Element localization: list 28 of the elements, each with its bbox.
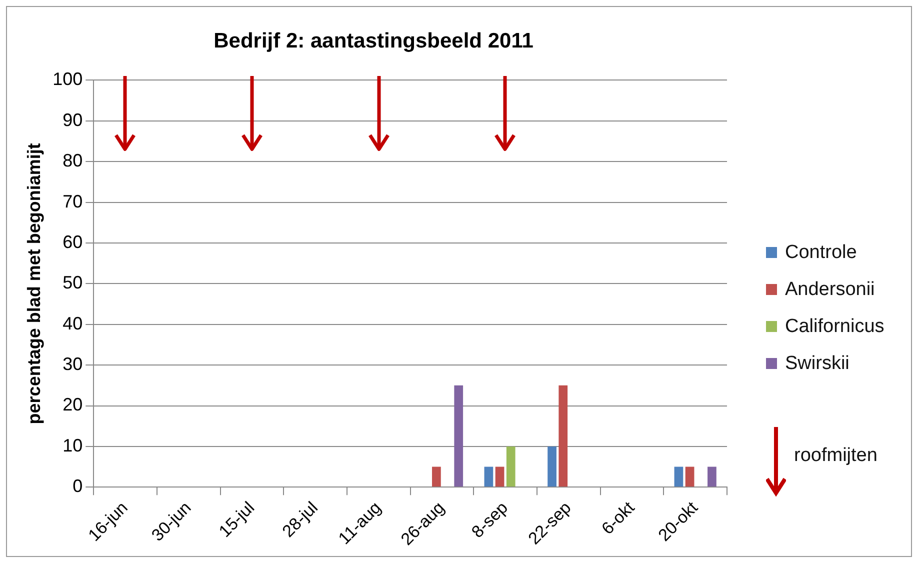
bar	[432, 466, 441, 487]
y-tick-label: 90	[62, 110, 83, 130]
bar	[548, 446, 556, 487]
y-tick-label: 60	[62, 232, 83, 252]
y-tick-label: 0	[72, 476, 83, 496]
legend-label: Californicus	[785, 316, 884, 338]
y-tick-label: 40	[62, 313, 83, 334]
y-tick-label: 80	[62, 150, 83, 171]
legend-label: Andersonii	[785, 278, 875, 300]
chart-title: Bedrijf 2: aantastingsbeeld 2011	[214, 29, 534, 52]
bar	[484, 466, 494, 487]
y-axis-title: percentage blad met begoniamijt	[24, 143, 44, 424]
text: roofmijten	[794, 445, 878, 467]
bar	[674, 466, 684, 487]
legend-label: Swirskii	[785, 352, 850, 374]
bar	[708, 466, 716, 487]
bar	[495, 466, 504, 487]
bar	[454, 385, 464, 487]
bar	[685, 466, 694, 487]
y-tick-label: 20	[62, 394, 83, 415]
y-tick-label: 30	[62, 354, 83, 374]
y-tick-label: 70	[62, 191, 83, 212]
legend-label: Controle	[785, 242, 857, 264]
bar	[558, 385, 568, 487]
y-tick-label: 100	[52, 69, 83, 90]
y-tick-label: 10	[62, 435, 83, 456]
bar	[506, 446, 516, 487]
y-tick-label: 50	[62, 272, 83, 293]
